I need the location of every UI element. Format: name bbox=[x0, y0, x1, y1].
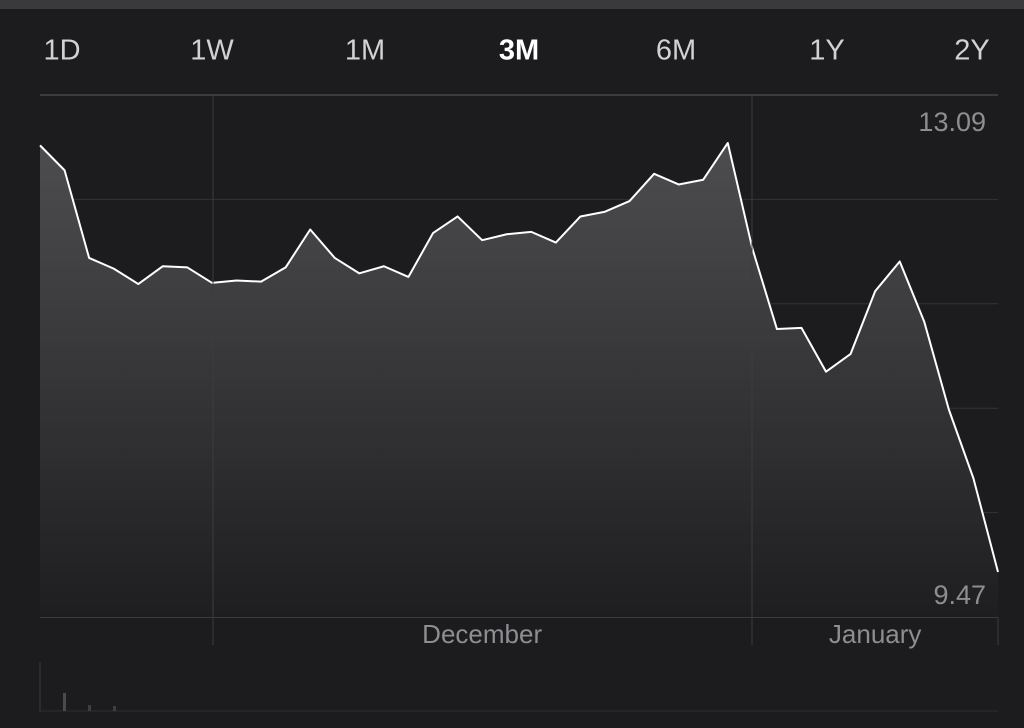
period-tab[interactable]: 1M bbox=[345, 35, 385, 67]
high-label: 13.09 bbox=[918, 107, 986, 137]
period-tab[interactable]: 1Y bbox=[809, 35, 844, 67]
period-tab[interactable]: 1D bbox=[43, 35, 80, 67]
volume-bar bbox=[88, 705, 91, 711]
price-line bbox=[39, 141, 999, 573]
x-tick-label: January bbox=[829, 619, 922, 649]
period-tab[interactable]: 3M bbox=[499, 35, 539, 67]
period-tab[interactable]: 6M bbox=[656, 35, 696, 67]
period-tab[interactable]: 1W bbox=[190, 35, 234, 67]
top-bar bbox=[0, 0, 1024, 9]
volume-bar bbox=[63, 693, 66, 711]
period-tab[interactable]: 2Y bbox=[954, 35, 989, 67]
volume-area bbox=[39, 662, 998, 712]
volume-bar bbox=[113, 706, 116, 711]
area-fill bbox=[40, 142, 998, 617]
low-label: 9.47 bbox=[933, 580, 986, 610]
x-tick-label: December bbox=[422, 619, 542, 649]
